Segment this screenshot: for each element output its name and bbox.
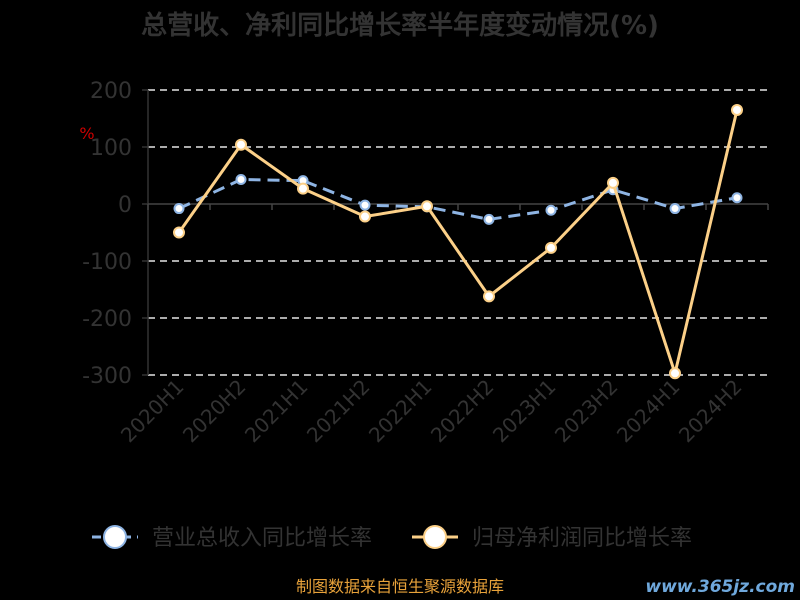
legend-label-profit: 归母净利润同比增长率	[472, 526, 692, 551]
legend-marker-revenue	[103, 525, 127, 549]
data-point-revenue	[483, 213, 495, 225]
data-point-profit	[359, 210, 371, 223]
x-tick-label: 2021H2	[302, 375, 375, 448]
x-tick-label: 2021H1	[240, 375, 313, 448]
gridlines	[148, 89, 768, 376]
x-tick-labels: 2020H12020H22021H12021H22022H12022H22023…	[116, 375, 747, 448]
y-tick-label: -300	[82, 364, 132, 389]
data-source-note: 制图数据来自恒生聚源数据库	[296, 577, 504, 596]
data-point-profit	[545, 241, 557, 254]
y-tick-label: 100	[90, 136, 132, 161]
data-point-revenue	[545, 204, 557, 216]
data-point-profit	[297, 182, 309, 195]
series-line-revenue	[178, 177, 738, 221]
x-tick-label: 2020H2	[178, 375, 251, 448]
y-tick-label: -200	[82, 307, 132, 332]
data-point-profit	[421, 200, 433, 213]
data-point-revenue	[173, 203, 185, 215]
data-point-profit	[483, 290, 495, 303]
series-group	[173, 103, 743, 380]
data-point-profit	[607, 176, 619, 189]
data-point-revenue	[669, 203, 681, 215]
legend-marker-profit	[423, 525, 447, 549]
y-axis-label: %	[79, 124, 94, 143]
chart-title: 总营收、净利同比增长率半年度变动情况(%)	[141, 10, 659, 41]
y-tick-label: -100	[82, 250, 132, 275]
y-tick-labels: 200 100 0 -100 -200 -300	[82, 79, 132, 389]
data-point-profit	[235, 138, 247, 151]
axes	[142, 89, 769, 376]
data-point-revenue	[235, 173, 247, 185]
x-tick-label: 2023H1	[488, 375, 561, 448]
data-point-profit	[173, 226, 185, 239]
watermark: www.365jz.com	[645, 577, 795, 597]
legend[interactable]: 营业总收入同比增长率 归母净利润同比增长率	[92, 525, 692, 551]
y-tick-label: 0	[118, 193, 132, 218]
x-tick-label: 2022H1	[364, 375, 437, 448]
legend-label-revenue: 营业总收入同比增长率	[152, 526, 372, 551]
data-point-profit	[669, 367, 681, 380]
legend-item-revenue[interactable]: 营业总收入同比增长率	[92, 525, 372, 551]
x-tick-label: 2022H2	[426, 375, 499, 448]
series-line-profit	[177, 109, 739, 375]
legend-item-profit[interactable]: 归母净利润同比增长率	[412, 525, 692, 551]
y-tick-label: 200	[90, 79, 132, 104]
x-tick-label: 2024H1	[612, 375, 685, 448]
data-point-revenue	[359, 199, 371, 211]
x-tick-label: 2024H2	[674, 375, 747, 448]
data-point-revenue	[731, 192, 743, 204]
data-point-profit	[731, 103, 743, 116]
x-tick-label: 2023H2	[550, 375, 623, 448]
